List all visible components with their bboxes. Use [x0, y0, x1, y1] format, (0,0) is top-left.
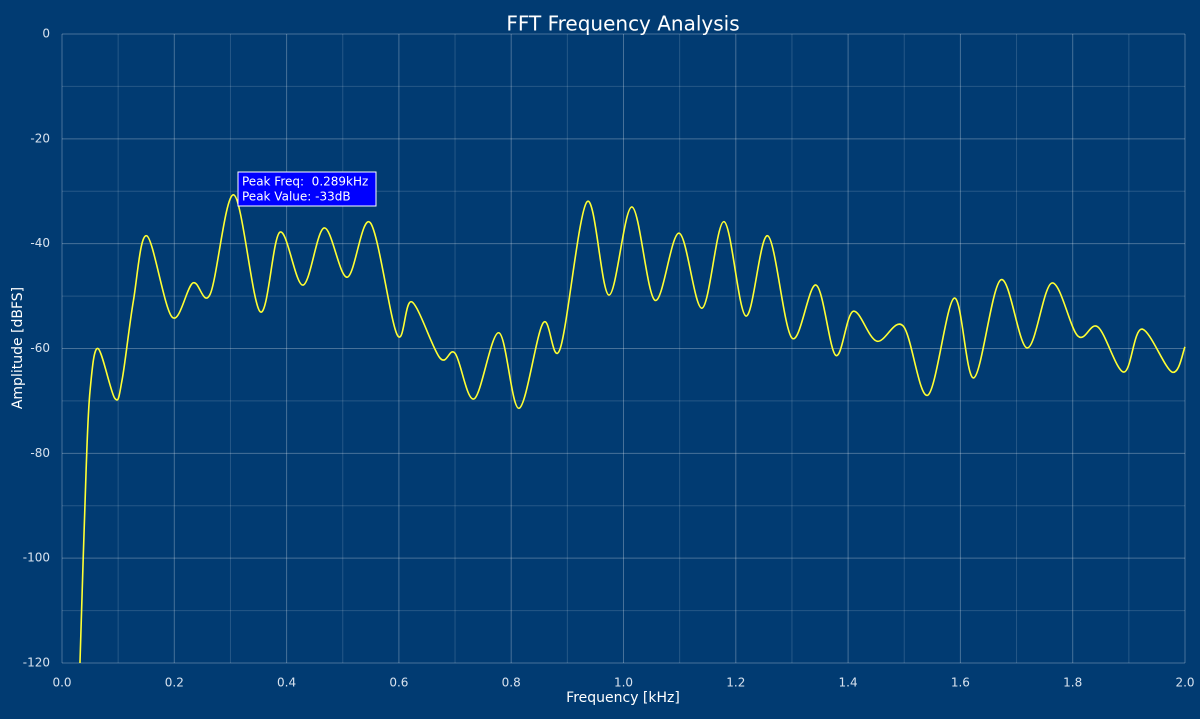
y-axis-label: Amplitude [dBFS]	[10, 287, 26, 409]
y-tick-label: -20	[30, 131, 50, 145]
y-tick-label: -40	[30, 236, 50, 250]
x-tick-label: 0.4	[277, 676, 296, 690]
x-tick-label: 1.8	[1063, 676, 1082, 690]
x-tick-label: 0.2	[165, 676, 184, 690]
x-tick-label: 1.2	[726, 676, 745, 690]
annotation-text: Peak Value: -33dB	[242, 190, 351, 204]
x-tick-label: 2.0	[1175, 676, 1194, 690]
x-tick-label: 0.6	[389, 676, 408, 690]
y-tick-label: -100	[23, 551, 50, 565]
y-tick-label: 0	[42, 27, 50, 41]
y-tick-label: -80	[30, 446, 50, 460]
chart-title: FFT Frequency Analysis	[506, 12, 739, 36]
y-tick-label: -60	[30, 341, 50, 355]
annotation-text: Peak Freq: 0.289kHz	[242, 175, 368, 189]
x-tick-label: 1.4	[839, 676, 858, 690]
y-tick-label: -120	[23, 656, 50, 670]
data-line	[79, 194, 1186, 664]
annotation-box	[237, 171, 377, 207]
plot	[79, 194, 1186, 664]
x-tick-label: 1.6	[951, 676, 970, 690]
grid	[61, 33, 1186, 664]
x-tick-label: 1.0	[614, 676, 633, 690]
x-axis-label: Frequency [kHz]	[566, 690, 680, 706]
x-tick-label: 0.8	[502, 676, 521, 690]
x-tick-label: 0.0	[52, 676, 71, 690]
